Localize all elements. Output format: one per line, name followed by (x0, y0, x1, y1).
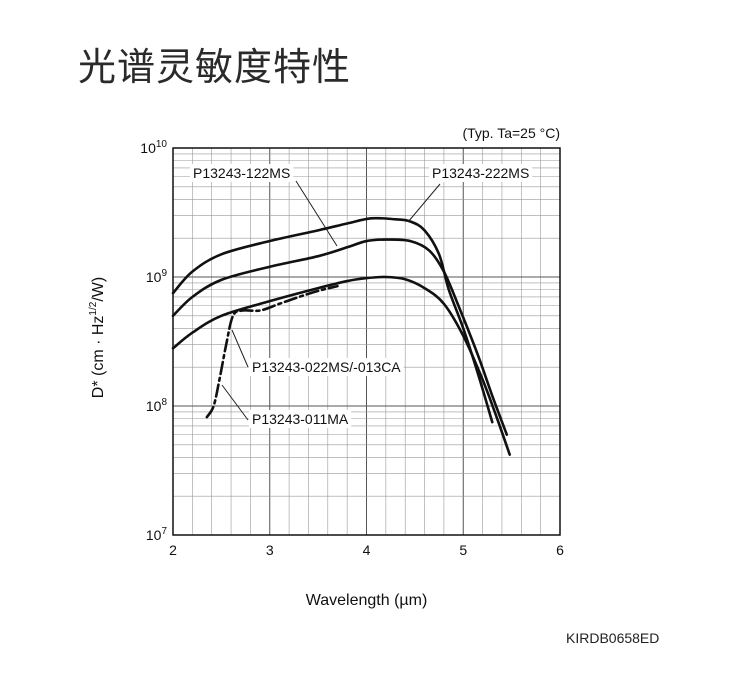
y-tick-base: 10 (146, 527, 162, 543)
annotation-label: P13243-011MA (252, 411, 349, 427)
y-tick-base: 10 (140, 140, 156, 156)
series-line (171, 216, 494, 424)
annotation-leader (295, 180, 338, 247)
annotations: P13243-122MS P13243-222MS P13243-022MS/-01… (190, 164, 533, 428)
y-tick-label: 108 (146, 397, 168, 414)
x-axis-label: Wavelength (µm) (306, 592, 428, 609)
series-layer (171, 216, 511, 456)
x-tick-label: 2 (169, 542, 177, 558)
plot-frame (172, 147, 561, 536)
document-code: KIRDB0658ED (566, 630, 660, 646)
grid (172, 148, 561, 535)
x-tick-label: 3 (266, 542, 274, 558)
y-tick-base: 10 (146, 269, 162, 285)
annotation-background (249, 358, 404, 376)
annotation-label: P13243-222MS (432, 165, 529, 181)
annotation-label: P13243-022MS/-013CA (252, 359, 401, 375)
y-tick-label: 107 (146, 526, 168, 543)
annotation-background (249, 410, 352, 428)
condition-note: (Typ. Ta=25 °C) (462, 125, 560, 141)
y-tick-label: 1010 (140, 139, 167, 156)
series-line (205, 284, 339, 419)
x-tick-label: 6 (556, 542, 564, 558)
series-line (171, 275, 511, 456)
x-tick-label: 4 (363, 542, 371, 558)
y-axis-label-main: D* (cm · Hz (90, 316, 107, 399)
annotation-leader (221, 384, 249, 421)
annotation-background (429, 164, 533, 182)
annotation-background (190, 164, 294, 182)
annotation-leader (231, 329, 249, 368)
x-tick-label: 5 (459, 542, 467, 558)
y-tick-base: 10 (146, 398, 162, 414)
y-tick-exponent: 8 (161, 397, 167, 408)
y-axis-label-sup: 1/2 (88, 301, 99, 315)
y-tick-exponent: 10 (156, 139, 168, 150)
series-line (171, 238, 509, 436)
y-axis-label: D* (cm · Hz1/2/W) (88, 277, 107, 398)
y-axis-label-tail: /W) (90, 277, 107, 302)
page-title: 光谱灵敏度特性 (78, 45, 352, 89)
annotation-label: P13243-122MS (193, 165, 290, 181)
y-tick-exponent: 9 (161, 268, 167, 279)
y-tick-label: 109 (146, 268, 168, 285)
annotation-leader (407, 183, 441, 223)
y-tick-exponent: 7 (161, 526, 167, 537)
